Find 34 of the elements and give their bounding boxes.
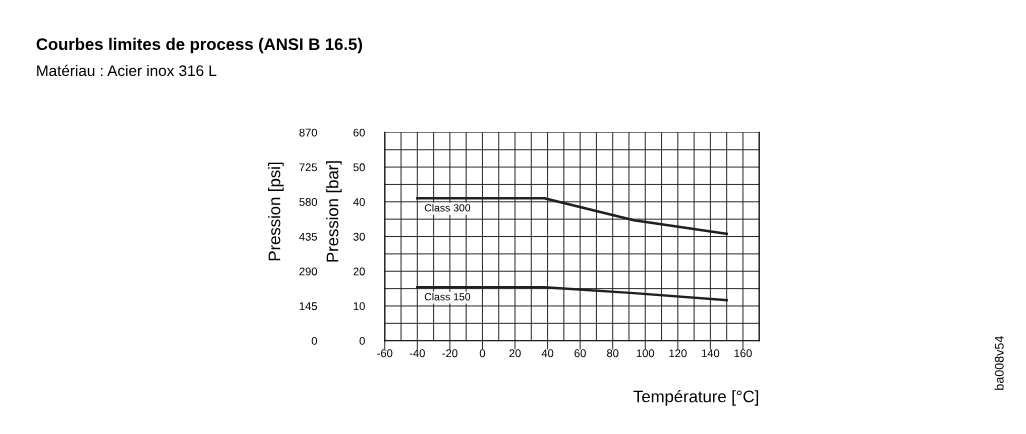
y2-tick-label: 725 [299, 163, 317, 172]
y-tick-label: 0 [359, 336, 365, 345]
series-label: Class 300 [424, 203, 471, 212]
y-tick-label: 20 [353, 267, 365, 276]
series-label: Class 150 [424, 292, 471, 301]
x-tick-label: -40 [409, 349, 425, 358]
x-tick-label: 60 [574, 349, 586, 358]
y-tick-label: 30 [353, 232, 365, 241]
y-axis-title: Pression [bar] [326, 161, 342, 262]
x-axis-title: Température [°C] [633, 389, 759, 406]
y2-tick-label: 870 [299, 128, 318, 137]
x-tick-label: -20 [442, 349, 458, 358]
x-tick-label: 100 [636, 349, 655, 358]
x-tick-label: 0 [479, 349, 486, 358]
y2-axis-title: Pression [psi] [268, 162, 284, 261]
y2-tick-label: 0 [311, 336, 318, 345]
x-tick-label: 40 [541, 349, 554, 358]
y-tick-label: 40 [353, 198, 365, 206]
y-tick-label: 50 [353, 163, 365, 172]
x-tick-label: 80 [607, 349, 619, 358]
y2-tick-label: 145 [299, 302, 317, 311]
text: Matériau : Acier inox 316 L [37, 64, 217, 77]
x-tick-label: 20 [509, 349, 521, 358]
y2-tick-label: 580 [299, 198, 318, 206]
y-tick-label: 60 [353, 128, 365, 137]
y2-tick-label: 290 [299, 267, 318, 276]
text: ba008v54 [994, 336, 1004, 390]
x-tick-label: 140 [701, 349, 720, 358]
text: Courbes limites de process (ANSI B 16.5) [36, 37, 363, 54]
x-tick-label: 120 [669, 349, 687, 358]
y2-tick-label: 435 [299, 232, 317, 241]
x-tick-label: -60 [377, 349, 393, 358]
x-tick-label: 160 [734, 349, 752, 358]
y-tick-label: 10 [353, 302, 365, 311]
